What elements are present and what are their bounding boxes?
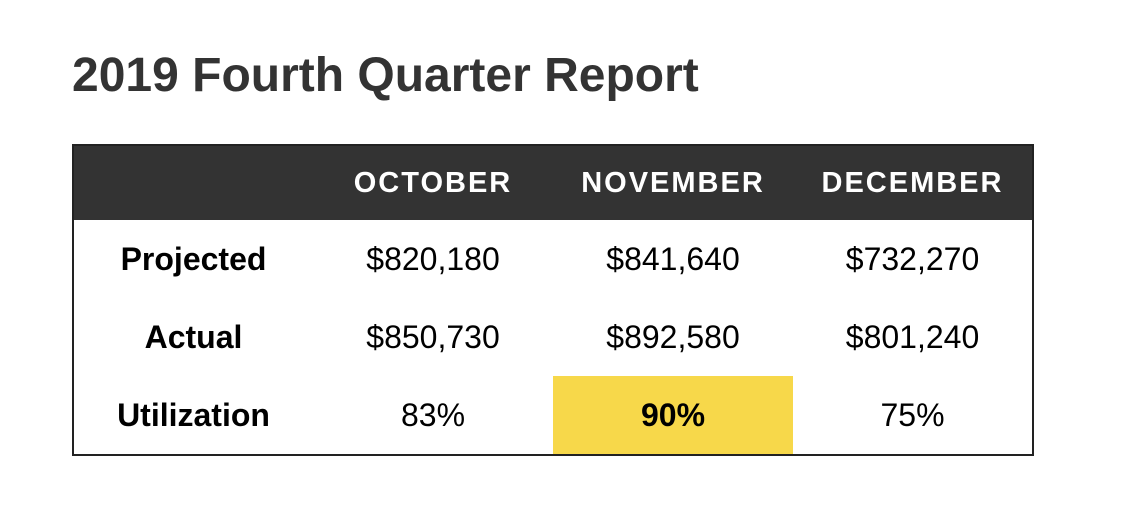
column-header: NOVEMBER: [553, 145, 793, 220]
table-cell: 75%: [880, 396, 945, 433]
table-cell: $841,640: [606, 240, 740, 277]
title: 2019 Fourth Quarter Report: [72, 49, 699, 102]
table-cell: $850,730: [366, 318, 500, 355]
column-header: OCTOBER: [313, 145, 553, 220]
table-row: Projected $820,180 $841,640 $732,270: [73, 220, 1033, 298]
row-header: Projected: [120, 240, 267, 277]
table-cell: $892,580: [606, 318, 740, 355]
row-header: Actual: [144, 318, 243, 355]
column-header-empty: [73, 145, 313, 220]
table-cell: $732,270: [845, 240, 980, 277]
table-cell: $801,240: [845, 318, 980, 355]
header-row: OCTOBER NOVEMBER DECEMBER: [73, 145, 1033, 220]
column-header: DECEMBER: [793, 145, 1033, 220]
table-row: Utilization 83% 90% 75%: [73, 376, 1033, 455]
report-table: OCTOBER NOVEMBER DECEMBER Projected $820,18…: [72, 144, 1034, 456]
table-row: Actual $850,730 $892,580 $801,240: [73, 298, 1033, 376]
table-cell: 83%: [400, 396, 466, 433]
row-header: Utilization: [117, 396, 270, 433]
table-cell: $820,180: [366, 240, 500, 277]
table-cell: 90%: [553, 376, 793, 455]
